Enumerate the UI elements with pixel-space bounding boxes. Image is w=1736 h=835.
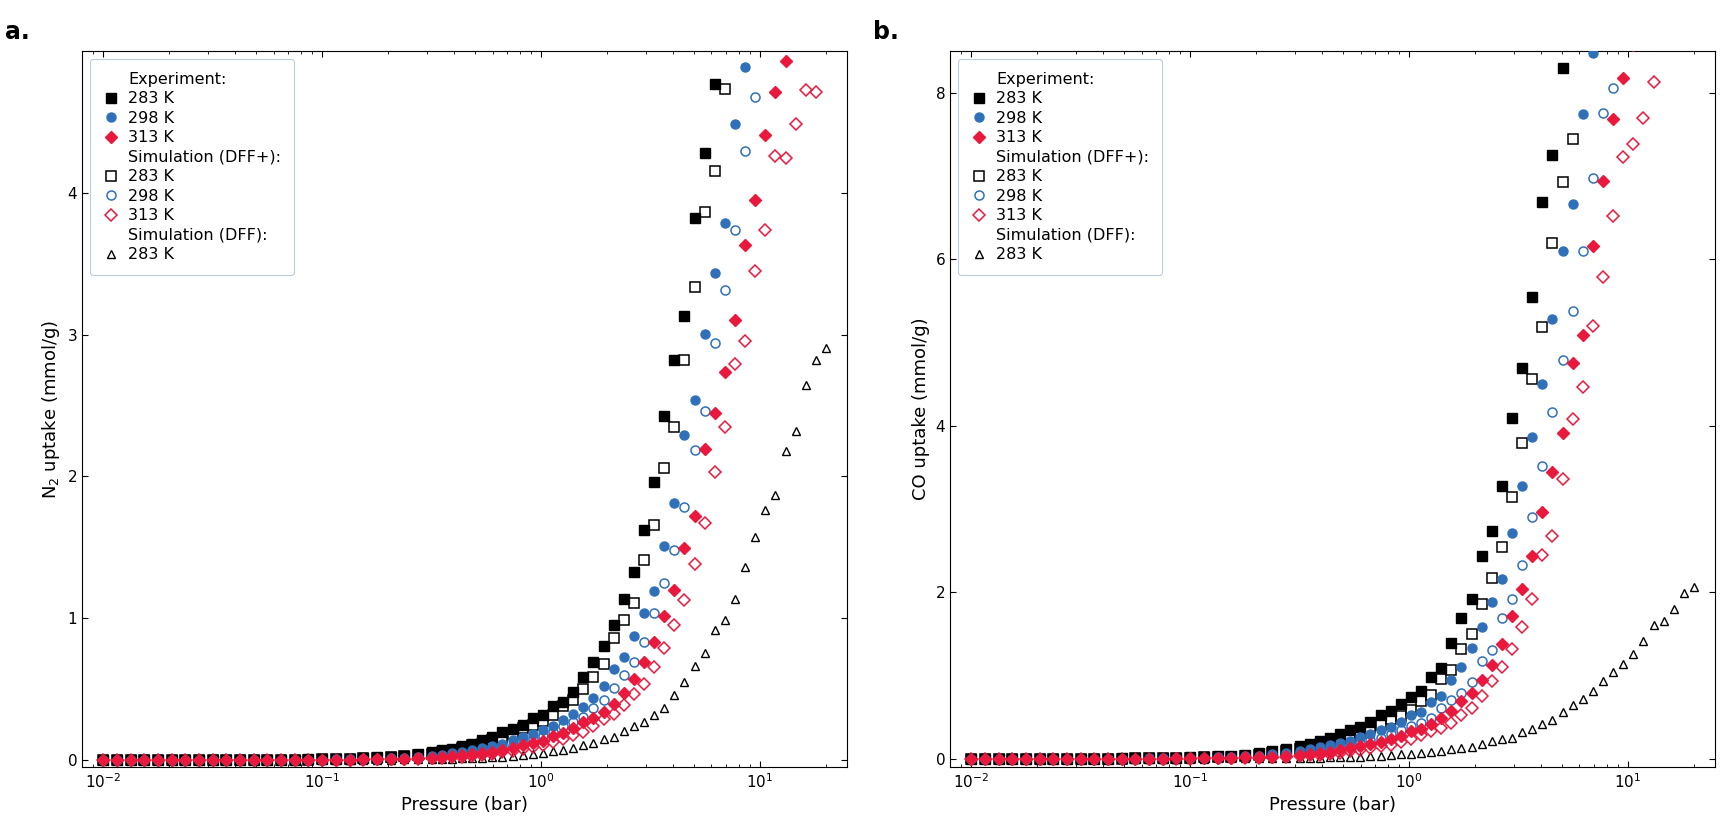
Y-axis label: CO uptake (mmol/g): CO uptake (mmol/g) — [911, 318, 930, 500]
Text: a.: a. — [5, 20, 30, 44]
Legend: Experiment:, 283 K, 298 K, 313 K, Simulation (DFF+):, 283 K, 298 K, 313 K, Simul: Experiment:, 283 K, 298 K, 313 K, Simula… — [90, 59, 293, 275]
Legend: Experiment:, 283 K, 298 K, 313 K, Simulation (DFF+):, 283 K, 298 K, 313 K, Simul: Experiment:, 283 K, 298 K, 313 K, Simula… — [958, 59, 1161, 275]
X-axis label: Pressure (bar): Pressure (bar) — [1269, 796, 1396, 814]
X-axis label: Pressure (bar): Pressure (bar) — [401, 796, 528, 814]
Y-axis label: N$_2$ uptake (mmol/g): N$_2$ uptake (mmol/g) — [40, 320, 62, 498]
Text: b.: b. — [873, 20, 899, 44]
